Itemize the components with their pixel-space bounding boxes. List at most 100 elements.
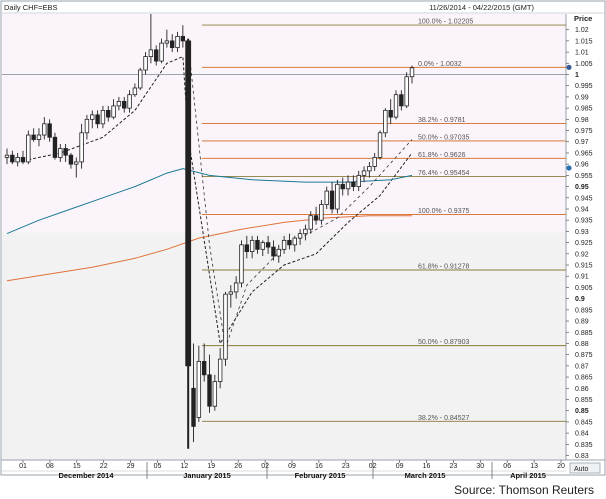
fib-level-label: 76.4% - 0.95454 [418, 170, 469, 177]
y-tick-label: 0.83 [575, 453, 589, 460]
y-tick-label: 0.96 [575, 162, 589, 169]
candle-body [36, 134, 42, 140]
candle-body [233, 282, 239, 293]
moving-average-line [6, 215, 412, 282]
x-tick-label: 23 [450, 463, 458, 470]
fib-level-label: 61.8% - 0.91278 [418, 263, 469, 270]
candle-body [297, 233, 303, 239]
x-tick-label: 12 [181, 463, 189, 470]
candle-body [377, 132, 383, 158]
y-tick-label: 0.985 [575, 106, 593, 113]
auto-scale-button[interactable] [569, 462, 601, 474]
candle-body [100, 109, 106, 125]
date-range: 11/26/2014 - 04/22/2015 (GMT) [429, 3, 534, 12]
candle-body [393, 94, 399, 118]
source-credit: Source: Thomson Reuters [454, 483, 594, 497]
candle-body [329, 190, 335, 210]
candle-body [111, 105, 116, 118]
fib-level-label: 50.0% - 0.87903 [418, 339, 469, 346]
candle-body [20, 157, 26, 163]
candle-body [367, 166, 372, 172]
fib-level-label: 38.2% - 0.84527 [418, 415, 469, 422]
x-month-label: January 2015 [183, 471, 231, 480]
candle-body [239, 244, 244, 284]
y-tick-label: 1.02 [575, 27, 589, 34]
y-tick-label: 0.875 [575, 352, 593, 359]
y-tick-label: 0.915 [575, 263, 593, 270]
y-tick-label: 0.99 [575, 94, 589, 101]
candle-body [4, 154, 10, 158]
y-tick-label: 0.945 [575, 195, 593, 202]
y-tick-label: 0.855 [575, 397, 593, 404]
candle-body [169, 40, 175, 49]
candle-body [74, 161, 79, 165]
candle-body [244, 244, 250, 252]
candle-body [255, 239, 260, 250]
x-tick-label: 08 [46, 463, 54, 470]
candle-body [265, 242, 271, 248]
candle-body [319, 204, 324, 221]
y-tick-label: 1 [575, 72, 579, 79]
y-tick-label: 0.925 [575, 240, 593, 247]
chart-title: Daily CHF=EBS [4, 3, 58, 12]
y-tick-label: 0.885 [575, 330, 593, 337]
candle-body [404, 76, 409, 107]
candle-body [10, 154, 15, 163]
candle-body [356, 174, 361, 187]
y-tick-label: 0.995 [575, 83, 593, 90]
y-tick-label: 0.895 [575, 307, 593, 314]
candle-body [31, 134, 36, 140]
y-tick-label: 0.95 [575, 184, 589, 191]
candle-body [324, 190, 329, 205]
y-tick-label: 0.86 [575, 386, 589, 393]
candle-body [127, 94, 132, 109]
y-tick-label: 0.845 [575, 419, 593, 426]
x-tick-label: 16 [315, 463, 323, 470]
candle-body [154, 49, 159, 62]
price-marker-dot [566, 64, 572, 70]
x-tick-label: 15 [73, 463, 81, 470]
candle-body [409, 67, 415, 78]
y-tick-label: 0.865 [575, 375, 593, 382]
candle-body [52, 136, 58, 158]
candle-body [196, 360, 202, 418]
fib-level-label: 38.2% - 0.9781 [418, 117, 466, 124]
x-tick-label: 22 [100, 463, 108, 470]
candle-body [138, 69, 143, 89]
candle-body [372, 157, 377, 167]
y-tick-label: 0.87 [575, 363, 589, 370]
y-tick-label: 0.93 [575, 229, 589, 236]
candle-body [148, 49, 154, 57]
candle-body [303, 228, 308, 235]
candle-body [399, 94, 404, 107]
x-tick-label: 29 [127, 463, 135, 470]
fib-level-label: 50.0% - 0.97035 [418, 134, 469, 141]
fib-level-label: 100.0% - 0.9375 [418, 208, 469, 215]
candle-body [260, 242, 265, 250]
candle-body [191, 387, 196, 427]
candle-body [361, 170, 367, 176]
candle-body [116, 101, 122, 107]
fib-level-label: 100.0% - 1.02205 [418, 19, 473, 26]
y-tick-label: 0.98 [575, 117, 589, 124]
candle-body [271, 246, 276, 257]
candle-body [345, 181, 351, 190]
y-tick-label: 0.835 [575, 442, 593, 449]
candle-body [47, 123, 52, 138]
candle-body [249, 239, 255, 252]
x-tick-label: 26 [234, 463, 242, 470]
candle-body [106, 109, 111, 118]
candle-body [351, 181, 356, 187]
y-tick-label: 1.005 [575, 61, 593, 68]
candle-body [281, 239, 287, 250]
candle-body [212, 381, 218, 407]
candle-body [58, 148, 63, 158]
candle-body [383, 109, 388, 134]
y-tick-label: 0.955 [575, 173, 593, 180]
candle-body [26, 134, 31, 163]
y-tick-label: 0.85 [575, 408, 589, 415]
price-axis-label: Price [574, 14, 592, 23]
x-tick-label: 06 [503, 463, 511, 470]
y-tick-label: 0.89 [575, 319, 589, 326]
x-tick-label: 23 [342, 463, 350, 470]
